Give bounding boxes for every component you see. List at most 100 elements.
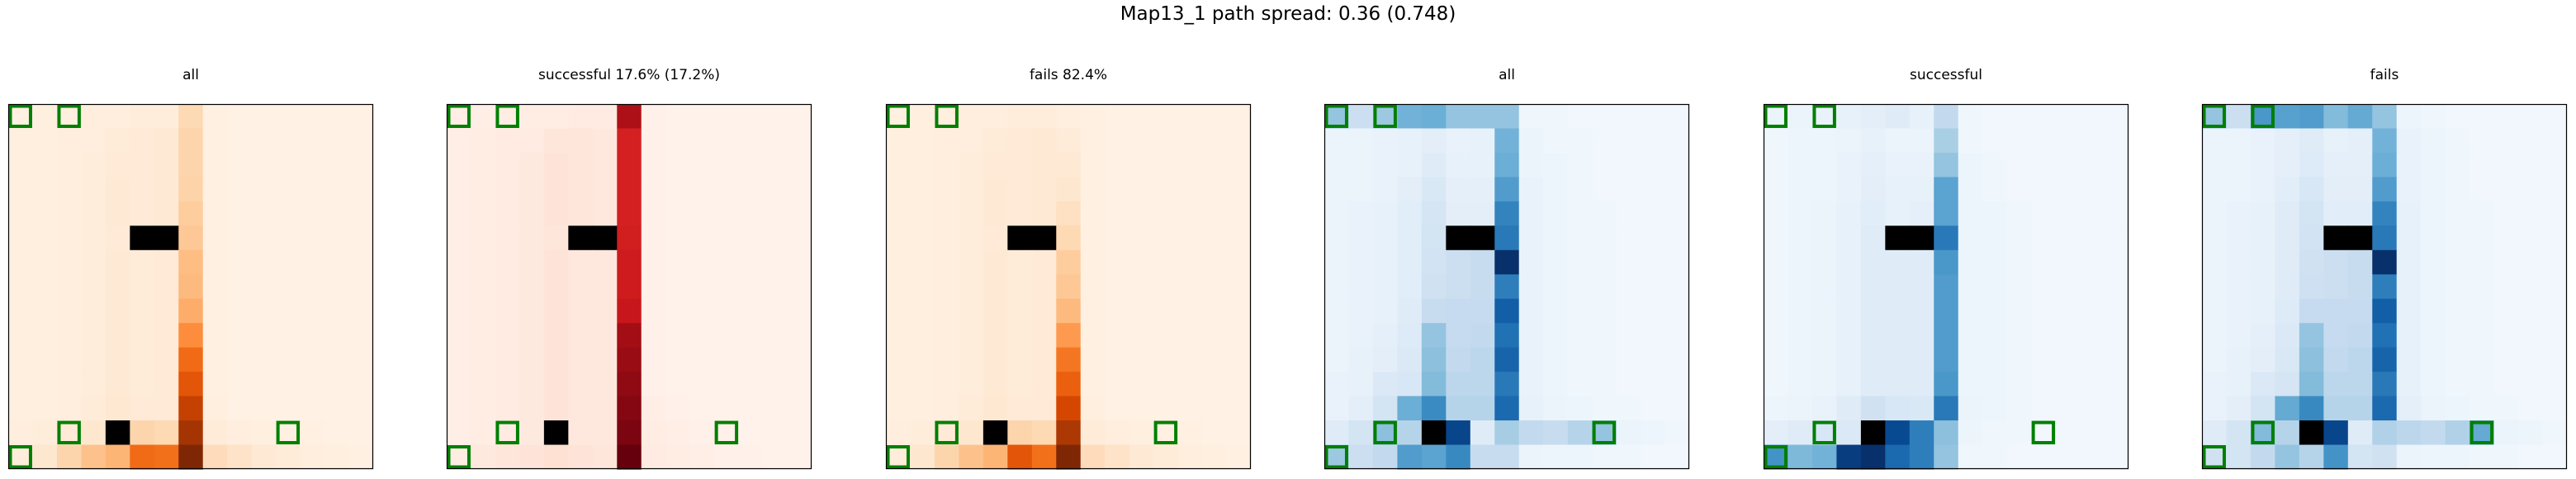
- heatmap-cell: [519, 152, 545, 178]
- heatmap-cell: [910, 225, 935, 251]
- heatmap-cell: [665, 201, 691, 226]
- heatmap-cell: [348, 177, 374, 202]
- heatmap-cell: [2493, 396, 2519, 421]
- heatmap-cell: [1105, 396, 1130, 421]
- heatmap-cell: [105, 323, 130, 349]
- heatmap-cell: [1567, 249, 1593, 275]
- heatmap-cell: [300, 128, 325, 154]
- heatmap-cell: [1177, 396, 1203, 421]
- heatmap-cell: [1860, 274, 1886, 300]
- panel-title: fails 82.4%: [1029, 67, 1108, 83]
- heatmap-cell: [495, 298, 520, 324]
- heatmap-cell: [2104, 396, 2129, 421]
- heatmap-cell: [2202, 420, 2228, 446]
- heatmap-cell: [154, 274, 179, 300]
- heatmap-cell: [2006, 396, 2032, 421]
- heatmap-cell: [1421, 152, 1447, 178]
- heatmap-cell: [2396, 298, 2422, 324]
- heatmap-cell: [2518, 201, 2544, 226]
- heatmap-cell: [1982, 347, 2008, 372]
- heatmap-cell: [2226, 396, 2252, 421]
- heatmap-cell: [1641, 152, 1666, 178]
- heatmap-cell: [1592, 249, 1617, 275]
- heatmap-cell: [1592, 444, 1617, 470]
- heatmap-cell: [1909, 274, 1934, 300]
- heatmap-cell: [1518, 249, 1544, 275]
- heatmap-cell: [2323, 323, 2349, 349]
- heatmap-cell: [1543, 372, 1569, 397]
- heatmap-cell: [1664, 152, 1690, 178]
- heatmap-cell: [178, 323, 204, 349]
- heatmap-cell: [1129, 274, 1154, 300]
- heatmap-cell: [1056, 201, 1082, 226]
- heatmap-cell: [276, 152, 301, 178]
- heatmap-cell: [1007, 274, 1033, 300]
- obstacle-cell: [1446, 225, 1471, 251]
- heatmap-cell: [1080, 274, 1106, 300]
- heatmap-cell: [1105, 201, 1130, 226]
- heatmap-cell: [763, 420, 788, 446]
- heatmap-cell: [1105, 323, 1130, 349]
- heatmap-cell: [130, 347, 155, 372]
- heatmap-cell: [1324, 225, 1350, 251]
- heatmap-cell: [2104, 152, 2129, 178]
- heatmap-cell: [202, 201, 228, 226]
- heatmap-cell: [1372, 128, 1398, 154]
- heatmap-cell: [2396, 104, 2422, 130]
- heatmap-cell: [2250, 274, 2275, 300]
- heatmap-cell: [983, 372, 1008, 397]
- heatmap-cell: [1324, 249, 1350, 275]
- heatmap-cell: [2031, 177, 2057, 202]
- heatmap-cell: [2031, 249, 2057, 275]
- heatmap-cell: [2469, 347, 2495, 372]
- heatmap-cell: [471, 249, 496, 275]
- heatmap-cell: [959, 177, 984, 202]
- heatmap-cell: [543, 177, 569, 202]
- heatmap-cell: [1909, 177, 1934, 202]
- heatmap-cell: [1397, 225, 1423, 251]
- heatmap-cell: [178, 201, 204, 226]
- heatmap-cell: [2250, 372, 2275, 397]
- heatmap-cell: [2104, 420, 2129, 446]
- heatmap-cell: [2226, 201, 2252, 226]
- heatmap-cell: [1105, 225, 1130, 251]
- heatmap-cell: [154, 396, 179, 421]
- heatmap-cell: [1664, 274, 1690, 300]
- goal-marker: [447, 104, 471, 128]
- heatmap-cell: [2104, 104, 2129, 130]
- heatmap-cell: [1177, 298, 1203, 324]
- heatmap-cell: [2542, 372, 2568, 397]
- heatmap-cell: [81, 396, 107, 421]
- heatmap-cell: [1982, 274, 2008, 300]
- heatmap-cell: [1226, 396, 1252, 421]
- heatmap-cell: [154, 298, 179, 324]
- heatmap-cell: [1641, 323, 1666, 349]
- heatmap-cell: [1836, 177, 1862, 202]
- heatmap-cell: [1348, 225, 1374, 251]
- heatmap-cell: [1616, 225, 1641, 251]
- heatmap-cell: [178, 274, 204, 300]
- heatmap-cell: [738, 128, 764, 154]
- heatmap-cell: [641, 177, 666, 202]
- heatmap-cell: [959, 347, 984, 372]
- heatmap-cell: [763, 444, 788, 470]
- heatmap-cell: [1543, 104, 1569, 130]
- heatmap-cell: [2518, 249, 2544, 275]
- heatmap-cell: [348, 396, 374, 421]
- heatmap-cell: [276, 347, 301, 372]
- heatmap-cell: [1543, 128, 1569, 154]
- heatmap-cell: [2226, 128, 2252, 154]
- heatmap-cell: [1811, 396, 1837, 421]
- heatmap-cell: [1470, 420, 1495, 446]
- heatmap-cell: [910, 420, 935, 446]
- heatmap-cell: [2080, 104, 2105, 130]
- heatmap-cell: [1836, 396, 1862, 421]
- heatmap-cell: [934, 225, 959, 251]
- heatmap-cell: [2372, 225, 2398, 251]
- heatmap-cell: [1860, 249, 1886, 275]
- heatmap-cell: [495, 396, 520, 421]
- heatmap-cell: [1007, 177, 1033, 202]
- heatmap-cell: [568, 104, 594, 130]
- heatmap-cell: [1641, 444, 1666, 470]
- heatmap-cell: [1056, 396, 1082, 421]
